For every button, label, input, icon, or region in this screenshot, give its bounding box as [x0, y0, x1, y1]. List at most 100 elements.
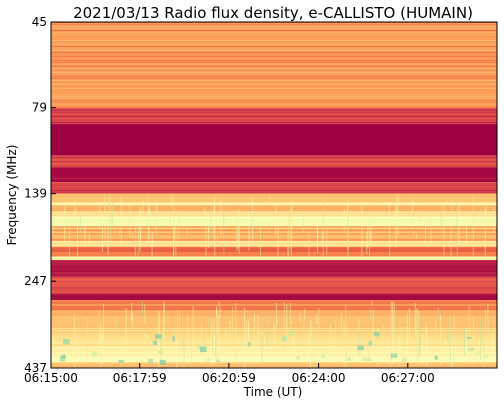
burst-streak — [101, 213, 103, 252]
band-texture — [51, 200, 497, 202]
frequency-band — [51, 293, 497, 301]
band-texture — [51, 264, 497, 266]
burst-streak — [102, 333, 104, 365]
burst-streak — [231, 306, 233, 349]
burst-streak — [219, 307, 221, 319]
burst-streak — [151, 231, 153, 261]
frequency-band — [51, 107, 497, 125]
burst-streak — [275, 203, 277, 235]
burst-streak — [401, 326, 403, 358]
burst-streak — [326, 228, 328, 255]
burst-streak — [277, 226, 279, 261]
burst-streak — [419, 311, 421, 351]
burst-streak — [186, 227, 188, 236]
burst-streak — [52, 216, 54, 236]
burst-streak — [371, 300, 373, 306]
frequency-band — [51, 260, 497, 277]
band-texture — [51, 295, 497, 297]
burst-streak — [417, 317, 419, 362]
band-texture — [51, 57, 497, 59]
bright-patch — [144, 333, 147, 339]
band-texture — [51, 97, 497, 99]
burst-streak — [290, 319, 292, 325]
band-texture — [51, 35, 497, 37]
bright-patch — [63, 339, 70, 345]
band-texture — [51, 119, 497, 121]
burst-streak — [484, 206, 486, 219]
burst-streak — [329, 322, 331, 357]
band-texture — [51, 95, 497, 97]
burst-streak — [288, 216, 290, 261]
bright-patch — [216, 359, 221, 363]
burst-streak — [220, 197, 222, 236]
band-cell — [51, 124, 497, 156]
burst-streak — [289, 302, 291, 337]
burst-streak — [398, 337, 400, 358]
burst-streak — [148, 203, 150, 240]
band-texture — [51, 213, 497, 215]
burst-streak — [274, 325, 276, 343]
burst-streak — [368, 339, 370, 362]
band-texture — [51, 310, 497, 312]
band-texture — [51, 239, 497, 241]
burst-streak — [171, 193, 173, 208]
band-texture — [51, 113, 497, 115]
band-texture — [51, 184, 497, 186]
burst-streak — [316, 313, 318, 325]
frequency-band — [51, 182, 497, 194]
band-texture — [51, 49, 497, 51]
burst-streak — [175, 337, 177, 368]
burst-streak — [218, 314, 220, 353]
band-texture — [51, 63, 497, 65]
band-texture — [51, 51, 497, 53]
band-texture — [51, 312, 497, 314]
band-texture — [51, 283, 497, 285]
burst-streak — [141, 300, 143, 316]
burst-streak — [377, 326, 379, 367]
burst-streak — [399, 320, 401, 368]
burst-streak — [451, 339, 453, 368]
band-cell — [51, 202, 497, 206]
bright-patch — [296, 355, 301, 360]
band-texture — [51, 248, 497, 250]
burst-streak — [257, 313, 259, 347]
burst-streak — [89, 214, 91, 222]
band-texture — [51, 308, 497, 310]
band-texture — [51, 89, 497, 91]
burst-streak — [434, 318, 436, 345]
band-texture — [51, 107, 497, 109]
burst-streak — [54, 203, 56, 209]
band-cell — [51, 300, 497, 311]
band-texture — [51, 218, 497, 220]
band-texture — [51, 316, 497, 318]
burst-streak — [456, 197, 458, 259]
bright-patch — [155, 334, 162, 339]
burst-streak — [416, 307, 418, 356]
burst-streak — [214, 333, 216, 361]
burst-streak — [422, 334, 424, 366]
band-texture — [51, 211, 497, 213]
band-texture — [51, 65, 497, 67]
burst-streak — [473, 332, 475, 365]
band-texture — [51, 226, 497, 228]
burst-streak — [472, 196, 474, 261]
bright-patch — [474, 352, 480, 356]
spectrogram-heatmap — [51, 22, 497, 368]
band-texture — [51, 285, 497, 287]
band-texture — [51, 169, 497, 171]
burst-streak — [430, 211, 432, 246]
band-texture — [51, 318, 497, 320]
band-texture — [51, 216, 497, 218]
burst-streak — [251, 197, 253, 243]
burst-streak — [267, 315, 269, 348]
burst-streak — [214, 196, 216, 257]
frequency-band — [51, 361, 497, 368]
band-texture — [51, 101, 497, 103]
band-texture — [51, 111, 497, 113]
burst-streak — [53, 336, 55, 342]
frequency-band — [51, 300, 497, 311]
band-texture — [51, 363, 497, 365]
burst-streak — [131, 303, 133, 322]
band-texture — [51, 69, 497, 71]
